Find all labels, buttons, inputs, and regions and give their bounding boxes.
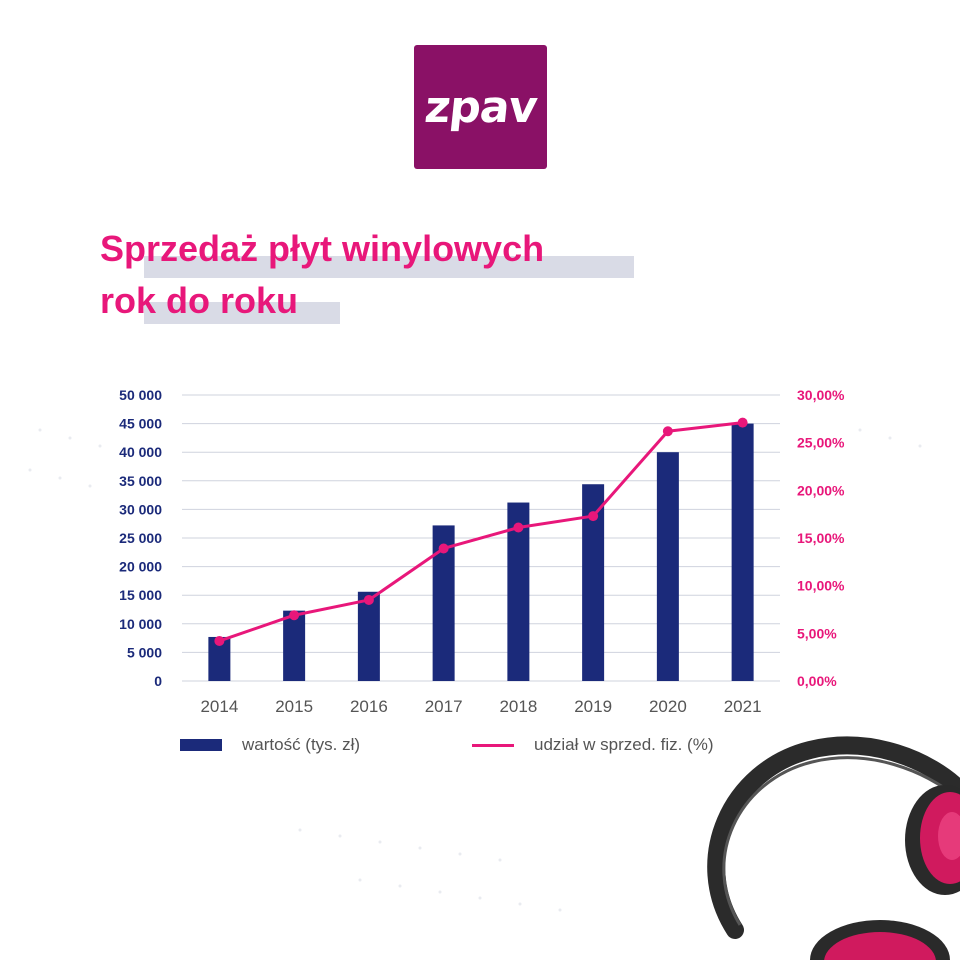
y-left-tick-label: 15 000	[119, 587, 162, 603]
y-right-tick-label: 30,00%	[797, 387, 845, 403]
bar-2015	[283, 610, 306, 681]
share-point-2014	[214, 635, 225, 646]
y-left-tick-label: 30 000	[119, 501, 162, 517]
x-tick-label: 2014	[200, 697, 238, 716]
y-right-tick-label: 15,00%	[797, 530, 845, 546]
legend-label-bars: wartość (tys. zł)	[242, 735, 361, 754]
share-line	[218, 421, 743, 643]
share-point-2015	[289, 610, 300, 621]
y-left-tick-label: 35 000	[119, 473, 162, 489]
title-highlight-2	[144, 302, 340, 324]
y-left-tick-label: 45 000	[119, 416, 162, 432]
legend-item-bars: wartość (tys. zł)	[180, 735, 360, 755]
y-left-tick-label: 0	[154, 673, 162, 689]
x-tick-label: 2016	[350, 697, 388, 716]
x-tick-label: 2021	[724, 697, 762, 716]
zpav-logo: zpav	[414, 45, 547, 169]
share-point-2017	[438, 543, 449, 554]
y-right-tick-label: 5,00%	[797, 625, 837, 641]
share-point-2019	[588, 511, 599, 522]
y-left-tick-label: 25 000	[119, 530, 162, 546]
title-text-2: rok do roku	[100, 280, 299, 321]
title-text-1: Sprzedaż płyt winylowych	[100, 228, 545, 269]
legend-line-swatch	[472, 743, 514, 747]
x-tick-label: 2018	[499, 697, 537, 716]
y-left-tick-label: 10 000	[119, 616, 162, 632]
x-tick-label: 2020	[649, 697, 687, 716]
bar-2020	[656, 452, 679, 681]
y-right-tick-label: 0,00%	[797, 673, 837, 689]
x-tick-label: 2017	[425, 697, 463, 716]
x-tick-label: 2019	[574, 697, 612, 716]
y-right-tick-label: 10,00%	[797, 578, 845, 594]
legend-label-line: udział w sprzed. fiz. (%)	[534, 735, 714, 754]
share-point-2020	[662, 426, 673, 437]
y-right-tick-label: 25,00%	[797, 435, 845, 451]
share-point-2016	[363, 594, 374, 605]
bar-2017	[432, 525, 455, 681]
bar-2018	[507, 502, 530, 681]
y-left-tick-label: 50 000	[119, 387, 162, 403]
y-left-tick-label: 5 000	[127, 644, 162, 660]
y-left-tick-label: 20 000	[119, 559, 162, 575]
x-tick-label: 2015	[275, 697, 313, 716]
title-highlight-1	[144, 256, 634, 278]
share-point-2021	[737, 417, 748, 428]
y-right-tick-label: 20,00%	[797, 482, 845, 498]
title-line-1: Sprzedaż płyt winylowych	[100, 226, 634, 278]
legend-item-line: udział w sprzed. fiz. (%)	[472, 735, 714, 755]
y-left-tick-label: 40 000	[119, 444, 162, 460]
page-title: Sprzedaż płyt winylowych rok do roku	[100, 226, 634, 330]
title-line-2: rok do roku	[100, 278, 544, 330]
legend-bar-swatch	[180, 739, 222, 751]
chart-legend: wartość (tys. zł) udział w sprzed. fiz. …	[0, 735, 960, 765]
share-point-2018	[513, 522, 524, 533]
bar-2021	[731, 423, 754, 681]
bar-2016	[357, 591, 380, 681]
bar-2014	[208, 636, 231, 681]
bar-2019	[582, 484, 605, 681]
